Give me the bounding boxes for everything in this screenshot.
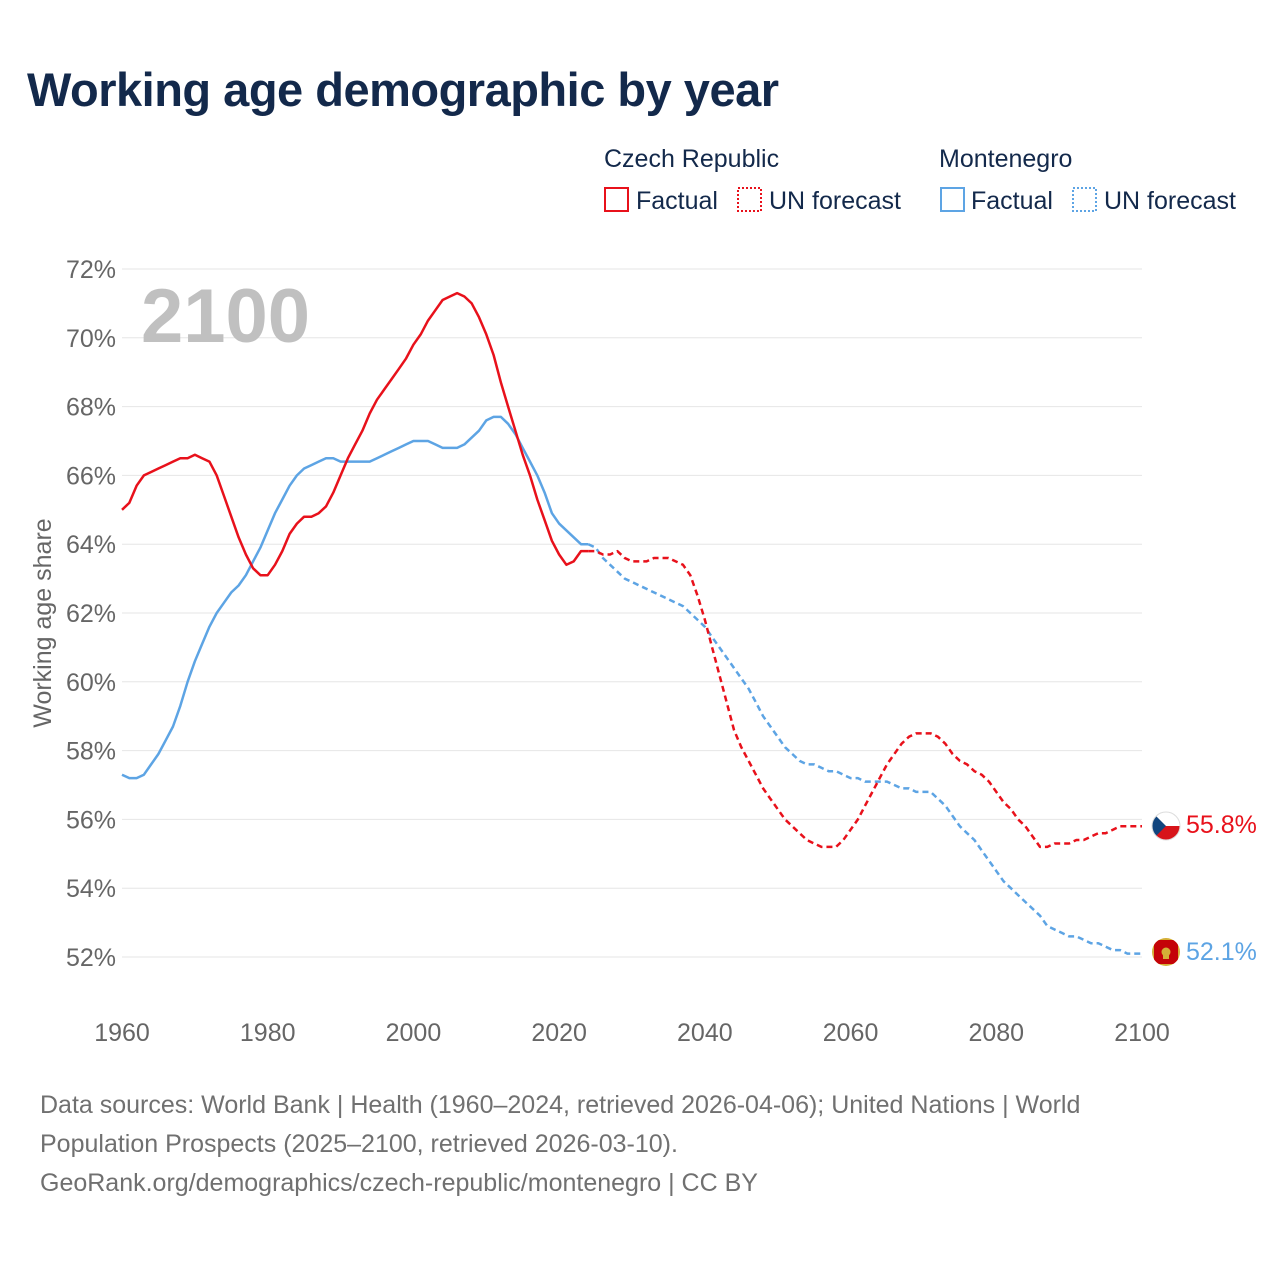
montenegro-flag: [1152, 938, 1180, 966]
legend-label-czech-forecast: UN forecast: [769, 187, 901, 215]
year-overlay: 2100: [141, 274, 310, 359]
czech-republic-flag: [1151, 811, 1181, 841]
y-tick-label: 68%: [66, 394, 116, 422]
y-tick-label: 66%: [66, 462, 116, 490]
y-tick-label: 70%: [66, 325, 116, 353]
series-lines: [121, 291, 1142, 955]
legend-swatch-czech-forecast: [737, 187, 762, 212]
y-axis-ticks: 52% 54% 56% 58% 60% 62% 64% 66% 68% 70% 72%: [66, 256, 116, 972]
footer-sources-line-1: Data sources: World Bank | Health (1960–…: [40, 1091, 1081, 1119]
y-tick-label: 72%: [66, 256, 116, 284]
legend-label-montenegro-factual: Factual: [971, 187, 1053, 215]
x-tick-label: 2020: [531, 1019, 587, 1047]
x-tick-label: 1980: [240, 1019, 296, 1047]
legend-swatch-czech-factual: [604, 187, 629, 212]
gridlines: [122, 268, 1142, 958]
legend: Czech Republic Factual UN forecast Monte…: [604, 145, 1236, 215]
x-axis-ticks: 1960 1980 2000 2020 2040 2060 2080 2100: [94, 1019, 1170, 1047]
y-axis-label: Working age share: [29, 518, 57, 727]
footer-attribution[interactable]: GeoRank.org/demographics/czech-republic/…: [40, 1169, 758, 1197]
y-tick-label: 54%: [66, 875, 116, 903]
y-tick-label: 52%: [66, 944, 116, 972]
legend-label-czech-factual: Factual: [636, 187, 718, 215]
y-tick-label: 64%: [66, 531, 116, 559]
series-line-montenegro-forecast: [587, 543, 1142, 955]
x-tick-label: 2060: [823, 1019, 879, 1047]
legend-group-czech-republic: Czech Republic: [604, 145, 779, 173]
y-tick-label: 58%: [66, 738, 116, 766]
chart: Czech Republic Factual UN forecast Monte…: [29, 145, 1257, 1047]
x-tick-label: 2040: [677, 1019, 733, 1047]
x-tick-label: 1960: [94, 1019, 150, 1047]
legend-label-montenegro-forecast: UN forecast: [1104, 187, 1236, 215]
series-line-czech-republic-forecast: [588, 549, 1142, 849]
footer: Data sources: World Bank | Health (1960–…: [40, 1086, 1240, 1203]
legend-swatch-montenegro-factual: [940, 187, 965, 212]
chart-title: Working age demographic by year: [27, 63, 779, 116]
series-line-montenegro-factual: [121, 415, 589, 780]
x-tick-label: 2000: [386, 1019, 442, 1047]
end-label-czech-republic: 55.8%: [1186, 811, 1257, 839]
x-tick-label: 2080: [968, 1019, 1024, 1047]
legend-swatch-montenegro-forecast: [1072, 187, 1097, 212]
series-line-czech-republic-factual: [121, 291, 589, 577]
legend-group-montenegro: Montenegro: [939, 145, 1072, 173]
y-tick-label: 60%: [66, 669, 116, 697]
footer-sources-line-2: Population Prospects (2025–2100, retriev…: [40, 1130, 678, 1158]
x-tick-label: 2100: [1114, 1019, 1170, 1047]
end-label-montenegro: 52.1%: [1186, 938, 1257, 966]
y-tick-label: 56%: [66, 806, 116, 834]
y-tick-label: 62%: [66, 600, 116, 628]
